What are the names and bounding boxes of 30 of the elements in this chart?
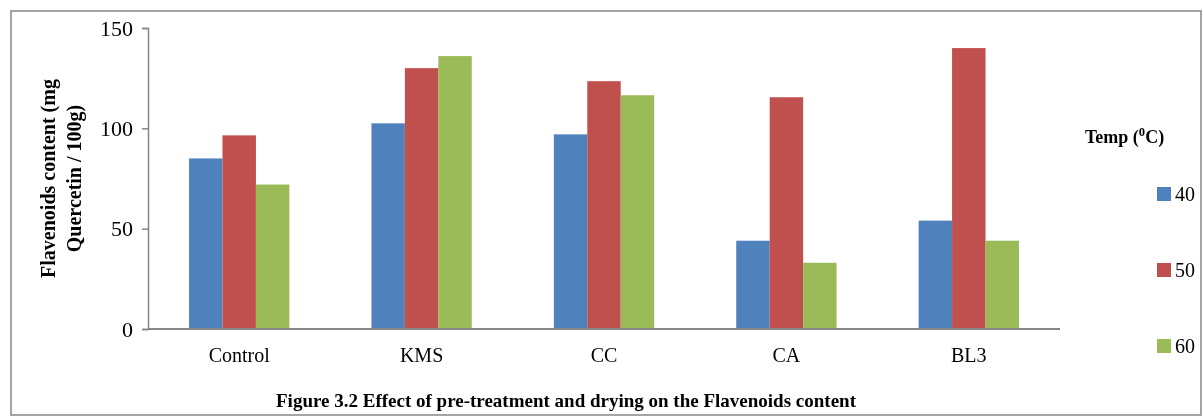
bar [952,48,986,329]
bar [803,262,837,329]
bar [222,135,256,329]
bar [587,81,621,329]
legend-label: 60 [1175,335,1195,357]
bar [918,220,953,329]
y-tick-label: 100 [100,115,133,141]
bar [404,68,439,329]
bar [553,134,588,329]
bar [438,56,472,329]
x-tick-label: CA [772,344,801,366]
bar [371,123,405,329]
bar [985,240,1019,329]
legend-label: 50 [1175,259,1195,281]
y-axis-title: Flavenoids content (mg Quercetin / 100g) [37,79,86,278]
y-tick-label: 0 [122,316,133,342]
y-tick-label: 150 [100,15,133,41]
bar [189,158,223,329]
x-tick-label: KMS [399,344,444,366]
legend-label: 40 [1175,183,1195,205]
bar [255,184,290,329]
x-tick-label: CC [590,344,618,366]
bar [620,95,655,329]
bar [736,240,770,329]
bar [769,97,804,329]
text: Figure 3.2 Effect of pre-treatment and drying on the Flavenoids content [276,390,857,411]
legend-title: Temp ($^{0}$C) [1085,125,1165,148]
x-tick-label: BL3 [951,344,987,366]
y-tick-label: 50 [111,216,133,242]
x-tick-label: Control [208,344,271,366]
